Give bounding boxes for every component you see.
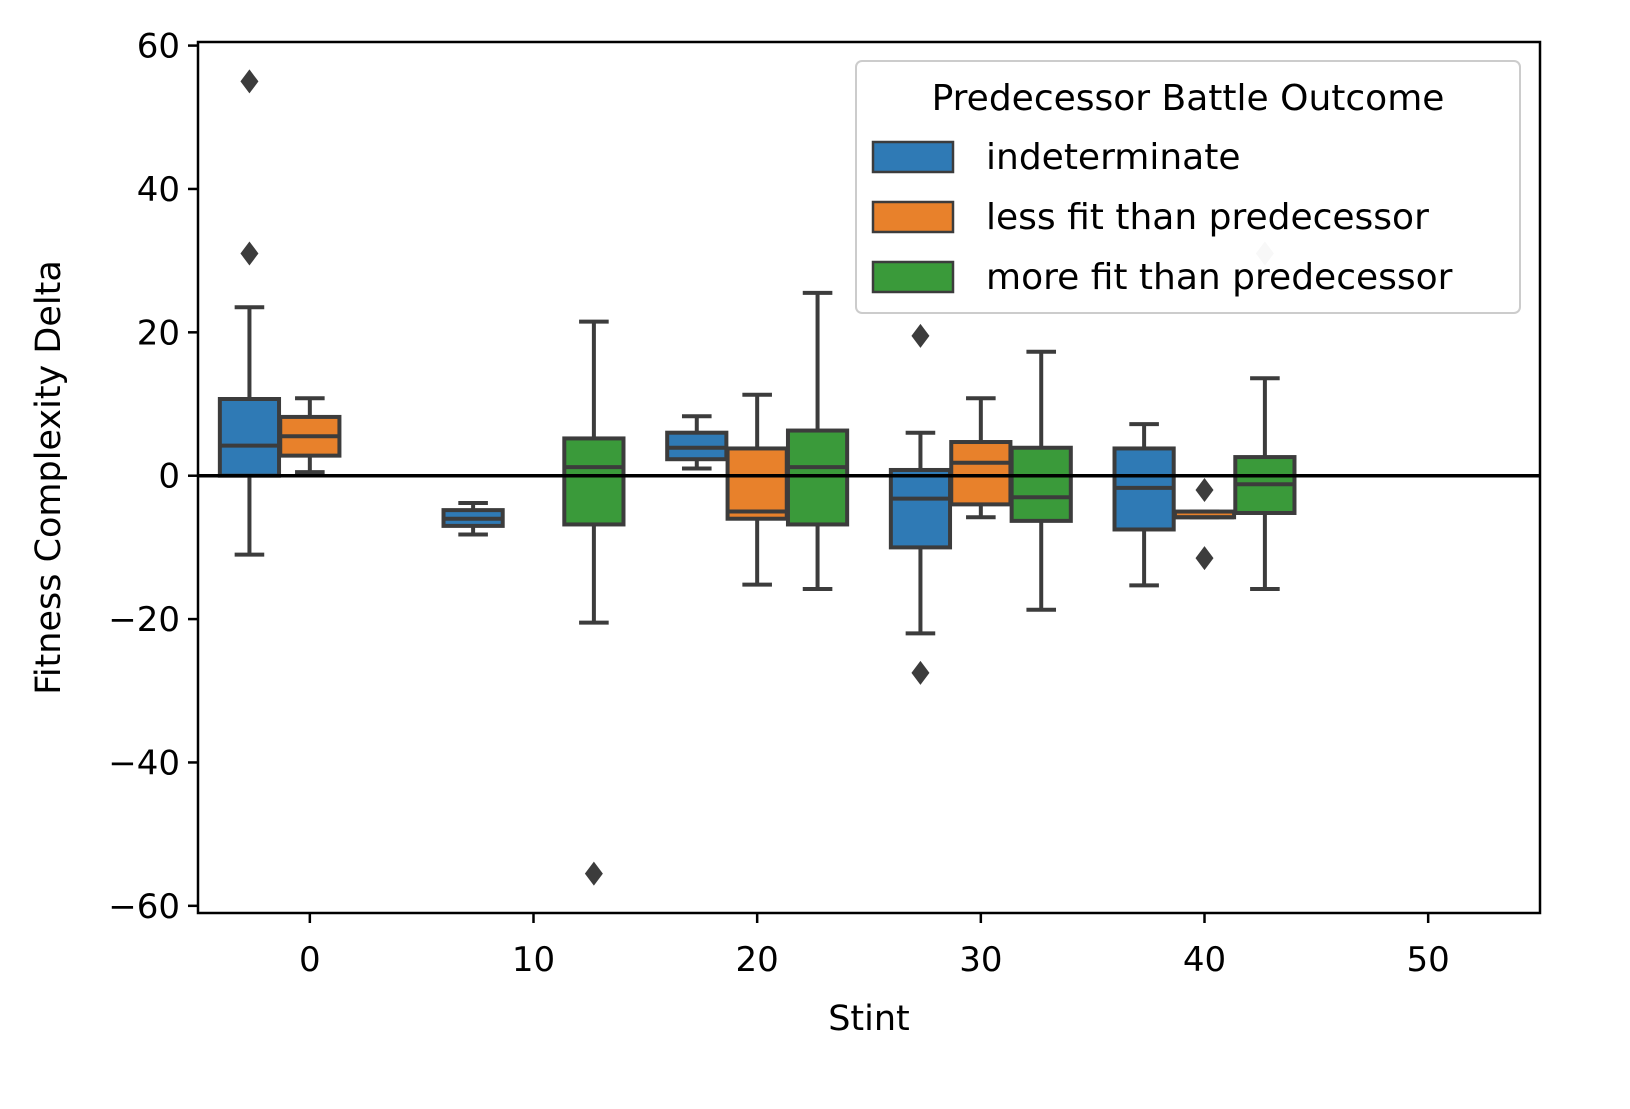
box-group — [725, 392, 789, 587]
axes: 60 40 20 0 −20 −40 −60 0 10 20 30 40 50 — [108, 27, 1542, 980]
y-tick-label: −60 — [108, 887, 180, 927]
x-tick-label: 40 — [1183, 940, 1226, 980]
y-tick-label: 60 — [137, 27, 180, 67]
x-axis-label: Stint — [828, 999, 910, 1039]
box-group — [1112, 422, 1176, 588]
box-group — [785, 290, 850, 591]
outlier-marker — [911, 323, 930, 348]
plot-area — [198, 69, 1540, 886]
box-group — [1009, 349, 1073, 612]
box-group — [278, 396, 342, 475]
y-tick-label: 20 — [137, 313, 180, 353]
y-axis-label: Fitness Complexity Delta — [29, 260, 69, 695]
box-iqr — [888, 467, 953, 550]
outlier-marker — [240, 241, 259, 266]
outlier-marker — [911, 660, 930, 685]
outlier-marker — [240, 69, 259, 94]
box-iqr — [785, 428, 850, 527]
box-group — [888, 323, 953, 685]
y-tick-label: 0 — [158, 457, 180, 497]
box-iqr — [562, 436, 626, 527]
legend-entry-label: more fit than predecessor — [986, 257, 1453, 298]
legend-entry-label: indeterminate — [986, 137, 1240, 178]
legend-swatch — [871, 200, 955, 234]
box-iqr — [217, 397, 282, 478]
box-group — [949, 396, 1013, 520]
box-group — [441, 500, 505, 537]
x-tick-label: 50 — [1407, 940, 1450, 980]
box-group — [1172, 478, 1237, 571]
outlier-marker — [584, 861, 603, 886]
legend-title: Predecessor Battle Outcome — [932, 78, 1445, 119]
y-tick-label: −40 — [108, 743, 180, 783]
legend-frame — [855, 60, 1521, 314]
x-tick-label: 30 — [959, 940, 1002, 980]
legend-swatch — [871, 140, 955, 174]
plot-frame — [196, 40, 1542, 915]
x-tick-label: 20 — [736, 940, 779, 980]
box-iqr — [725, 446, 789, 521]
x-tick-label: 10 — [512, 940, 555, 980]
legend-entry-label: less fit than predecessor — [986, 197, 1429, 238]
box-iqr — [1009, 445, 1073, 523]
outlier-marker — [1195, 546, 1214, 571]
y-tick-label: −20 — [108, 600, 180, 640]
x-tick-label: 0 — [299, 940, 321, 980]
box-group — [665, 414, 729, 471]
box-group — [562, 319, 626, 886]
legend: Predecessor Battle Outcome indeterminate… — [855, 60, 1521, 314]
y-tick-label: 40 — [137, 170, 180, 210]
outlier-marker — [1195, 478, 1214, 503]
legend-swatch — [871, 260, 955, 294]
box-iqr — [949, 440, 1013, 507]
